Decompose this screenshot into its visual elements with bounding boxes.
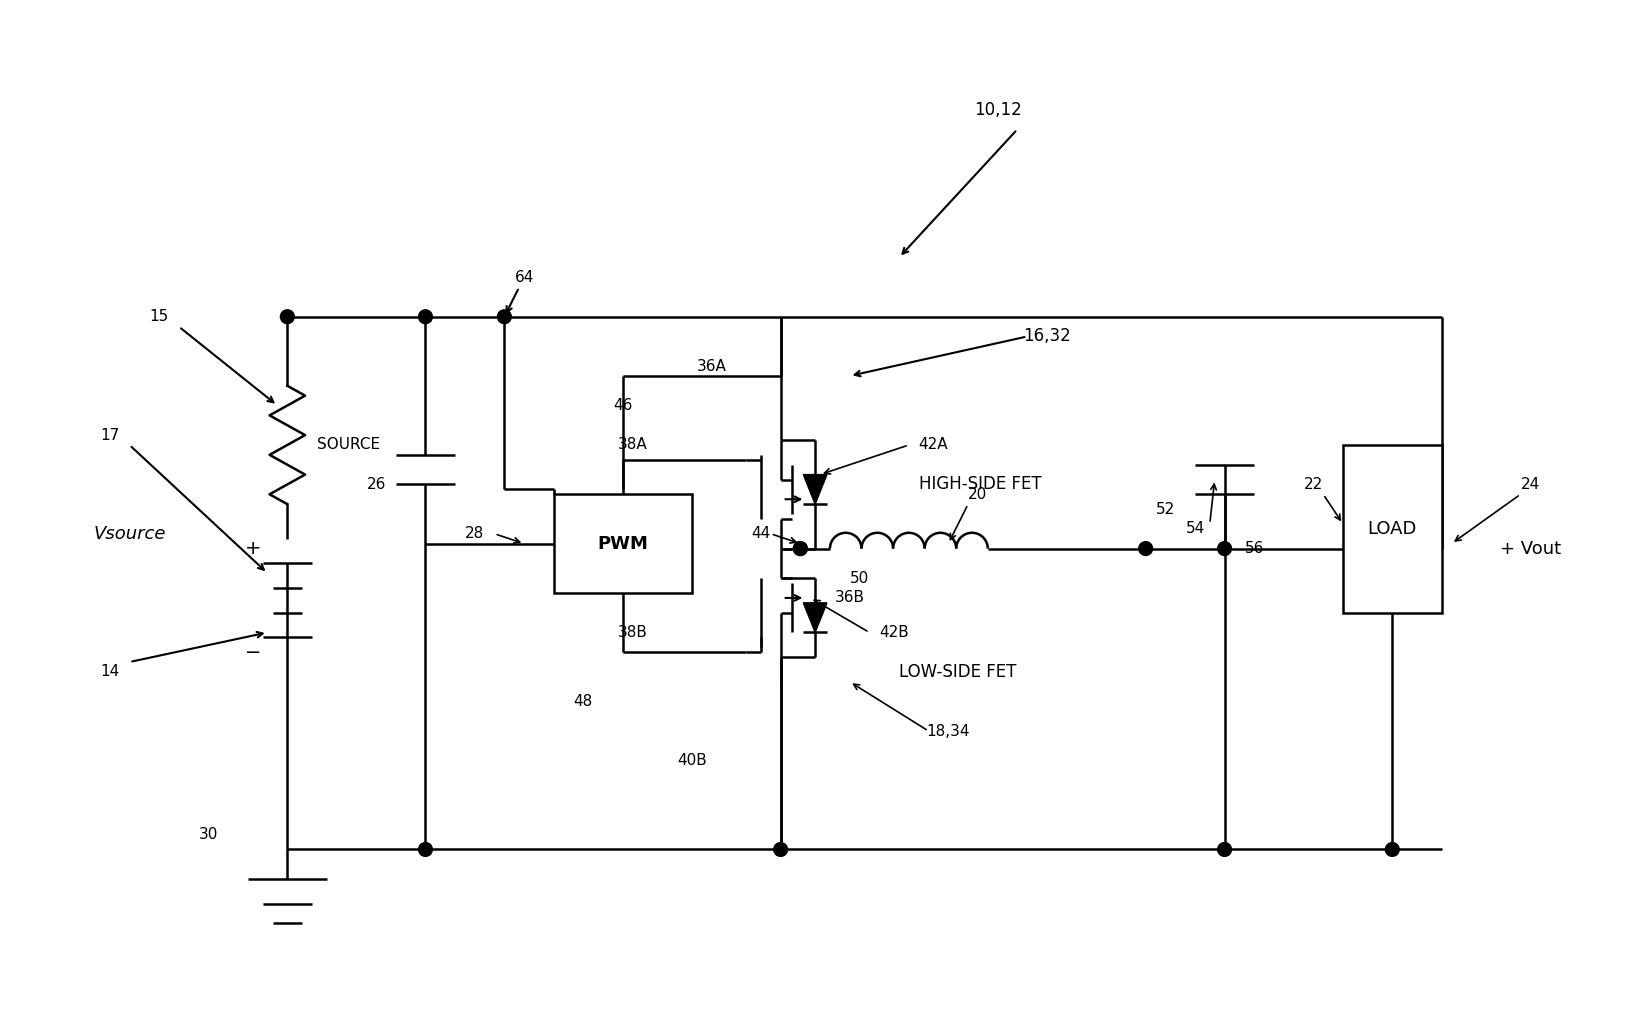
Text: 38B: 38B (618, 625, 648, 640)
Text: 26: 26 (367, 477, 387, 492)
Text: +: + (244, 539, 261, 558)
Circle shape (1138, 542, 1153, 555)
Circle shape (793, 542, 808, 555)
Circle shape (1386, 843, 1399, 856)
Text: 42A: 42A (919, 437, 948, 453)
Text: LOW-SIDE FET: LOW-SIDE FET (899, 663, 1016, 681)
FancyBboxPatch shape (553, 494, 692, 592)
Text: 18,34: 18,34 (927, 724, 970, 738)
Circle shape (418, 310, 433, 324)
Text: 20: 20 (968, 487, 988, 501)
Text: 64: 64 (514, 270, 534, 284)
Text: HIGH-SIDE FET: HIGH-SIDE FET (919, 476, 1041, 493)
Text: 28: 28 (466, 526, 484, 541)
Text: 30: 30 (198, 827, 218, 842)
FancyBboxPatch shape (1343, 445, 1442, 613)
Polygon shape (803, 603, 828, 633)
Circle shape (418, 843, 433, 856)
Text: + Vout: + Vout (1500, 540, 1561, 557)
Text: 36A: 36A (697, 359, 727, 373)
Circle shape (497, 310, 510, 324)
Text: 46: 46 (613, 398, 633, 413)
Circle shape (1218, 843, 1231, 856)
Text: Vsource: Vsource (93, 525, 165, 543)
Text: 17: 17 (101, 428, 119, 443)
Text: −: − (244, 643, 261, 662)
Circle shape (773, 843, 788, 856)
Text: 56: 56 (1244, 541, 1264, 556)
Circle shape (281, 310, 294, 324)
Text: SOURCE: SOURCE (317, 437, 380, 453)
Text: 16,32: 16,32 (1023, 328, 1070, 345)
Text: 38A: 38A (618, 437, 648, 453)
Text: 36B: 36B (834, 590, 864, 605)
Text: 48: 48 (573, 694, 593, 709)
Circle shape (793, 542, 808, 555)
Text: LOAD: LOAD (1368, 520, 1417, 538)
Text: 15: 15 (149, 309, 169, 325)
Text: 52: 52 (1156, 501, 1175, 517)
Text: 44: 44 (752, 526, 770, 541)
Text: 22: 22 (1303, 477, 1323, 492)
Text: 14: 14 (101, 665, 119, 679)
Circle shape (1218, 542, 1231, 555)
Text: 50: 50 (849, 571, 869, 585)
Text: 42B: 42B (879, 625, 909, 640)
Text: 40B: 40B (677, 753, 707, 768)
Text: 24: 24 (1521, 477, 1540, 492)
Text: PWM: PWM (598, 535, 648, 552)
Text: 10,12: 10,12 (973, 100, 1021, 119)
Polygon shape (803, 475, 828, 505)
Text: 54: 54 (1186, 521, 1204, 537)
